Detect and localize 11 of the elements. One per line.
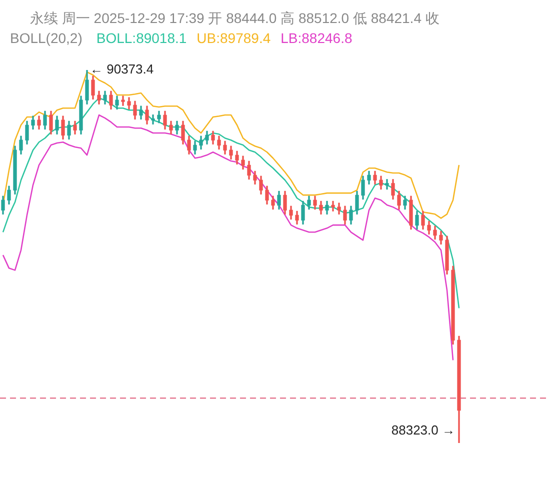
legend-title: BOLL(20,2) bbox=[10, 30, 82, 46]
candlestick bbox=[385, 179, 389, 190]
candlestick bbox=[331, 200, 335, 212]
chart-title: 永续 周一 2025-12-29 17:39 开 88444.0 高 88512.0 低 88421.4 收 bbox=[30, 10, 440, 28]
candlestick bbox=[151, 114, 155, 124]
text: BOLL:89018.1 bbox=[96, 30, 187, 46]
annotation: ← 90373.4 bbox=[90, 62, 154, 77]
text: LB:88246.8 bbox=[280, 30, 352, 46]
text: UB:89789.4 bbox=[196, 30, 271, 46]
annotation: 88323.0 → bbox=[391, 422, 455, 438]
candlestick bbox=[121, 96, 125, 106]
